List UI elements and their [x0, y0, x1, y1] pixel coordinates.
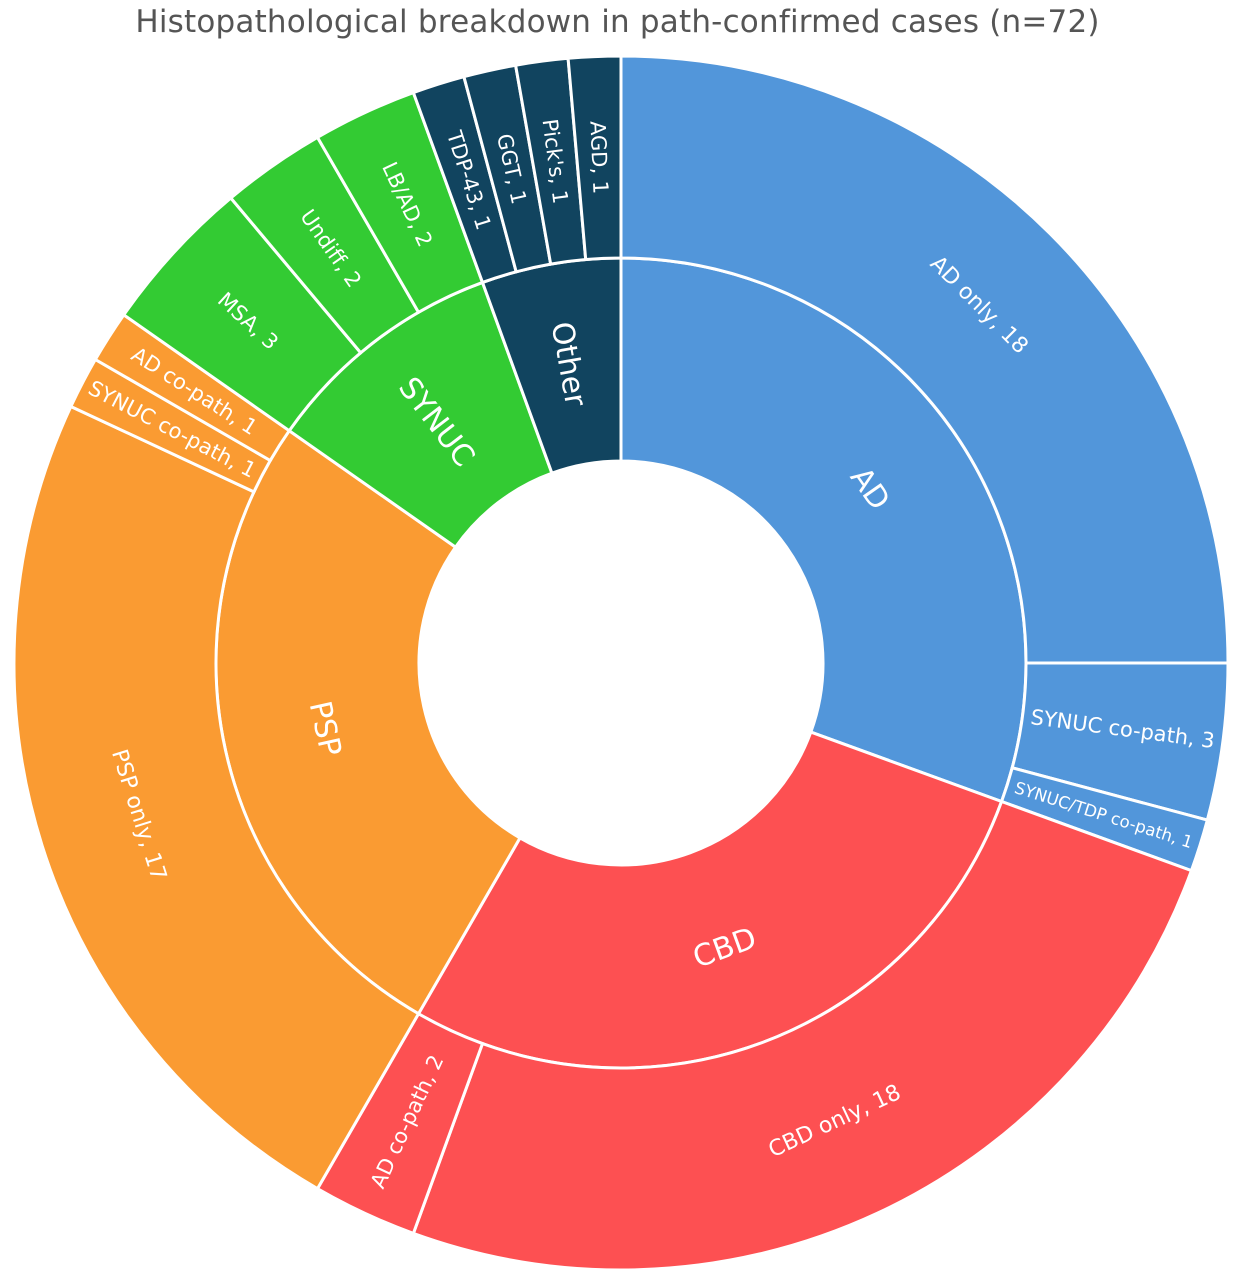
inner-ring [214, 256, 1028, 1070]
chart-title: Histopathological breakdown in path-conf… [135, 4, 1100, 40]
outer-ring [12, 54, 1230, 1272]
sector-psp-psp-only[interactable] [12, 404, 421, 1191]
sector-other-agd[interactable] [566, 54, 623, 262]
sector-ad-ad-only[interactable] [619, 54, 1230, 665]
sector-cbd-cbd-only[interactable] [411, 799, 1194, 1272]
sector-label-other-agd: AGD, 1 [585, 120, 612, 194]
